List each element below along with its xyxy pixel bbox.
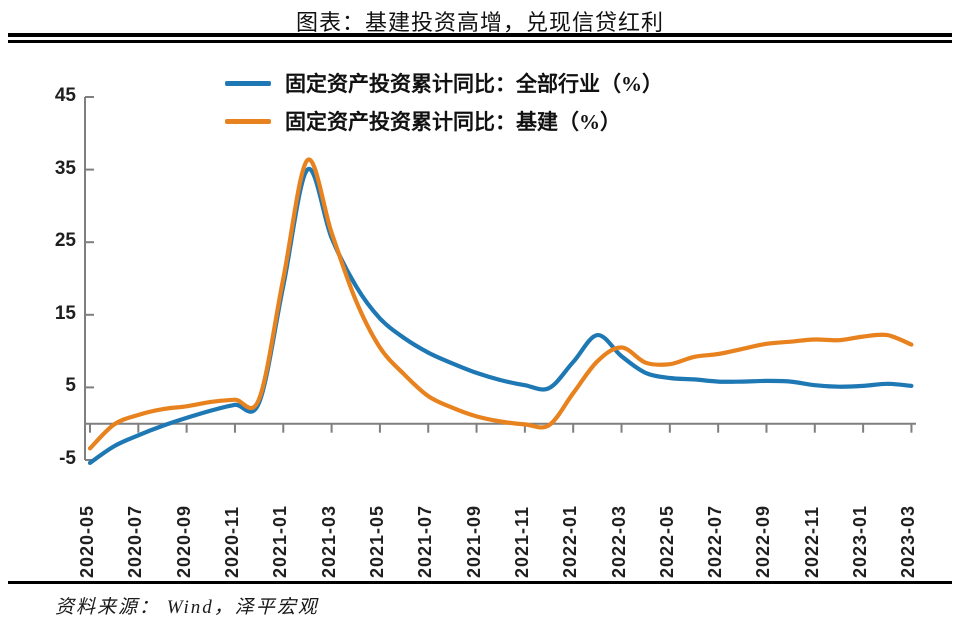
- x-axis-label: 2020-07: [125, 504, 146, 578]
- series-line-infra: [87, 157, 914, 451]
- x-axis-label: 2023-03: [898, 504, 919, 578]
- x-axis-label: 2021-03: [318, 504, 339, 578]
- x-axis-label: 2021-05: [366, 504, 387, 578]
- x-axis-label: 2021-07: [415, 504, 436, 578]
- y-axis-label: 5: [65, 375, 76, 397]
- y-axis-label: 25: [54, 230, 76, 252]
- series-line-total: [87, 166, 914, 465]
- y-axis-label: 35: [54, 157, 76, 179]
- source-divider: [8, 581, 952, 584]
- x-axis-label: 2020-09: [173, 504, 194, 578]
- x-axis-label: 2022-07: [705, 504, 726, 578]
- legend-label-infra: 固定资产投资累计同比：基建（%）: [285, 110, 621, 134]
- title-divider-top: [8, 33, 952, 37]
- source-note: 资料来源： Wind，泽平宏观: [55, 597, 319, 618]
- legend-item-infra: 固定资产投资累计同比：基建（%）: [225, 102, 663, 140]
- legend-label-total: 固定资产投资累计同比：全部行业（%）: [285, 72, 663, 96]
- legend: 固定资产投资累计同比：全部行业（%） 固定资产投资累计同比：基建（%）: [225, 64, 663, 140]
- x-axis-label: 2021-11: [511, 505, 532, 578]
- legend-swatch-total-line: [225, 80, 271, 86]
- x-axis-label: 2022-09: [753, 504, 774, 578]
- x-axis-label: 2021-01: [270, 504, 291, 578]
- x-axis-label: 2021-09: [463, 504, 484, 578]
- legend-item-total: 固定资产投资累计同比：全部行业（%）: [225, 64, 663, 102]
- x-axis-label: 2022-01: [560, 504, 581, 578]
- x-axis-label: 2023-01: [850, 504, 871, 578]
- chart-title: 图表：基建投资高增，兑现信贷红利: [295, 10, 664, 35]
- legend-swatch-infra-line: [225, 118, 271, 124]
- y-axis-label: 15: [54, 302, 76, 324]
- x-axis-label: 2022-03: [608, 504, 629, 578]
- title-divider-bottom: [8, 40, 952, 43]
- x-axis-label: 2022-11: [801, 505, 822, 578]
- line-chart-plot-area: [70, 88, 960, 480]
- x-axis-label: 2020-05: [77, 504, 97, 578]
- x-axis-label: 2020-11: [221, 505, 242, 578]
- y-axis-label: 45: [54, 85, 76, 106]
- x-axis-label: 2022-05: [656, 504, 677, 578]
- y-axis-label: -5: [59, 448, 76, 469]
- line-chart-svg: [84, 96, 916, 465]
